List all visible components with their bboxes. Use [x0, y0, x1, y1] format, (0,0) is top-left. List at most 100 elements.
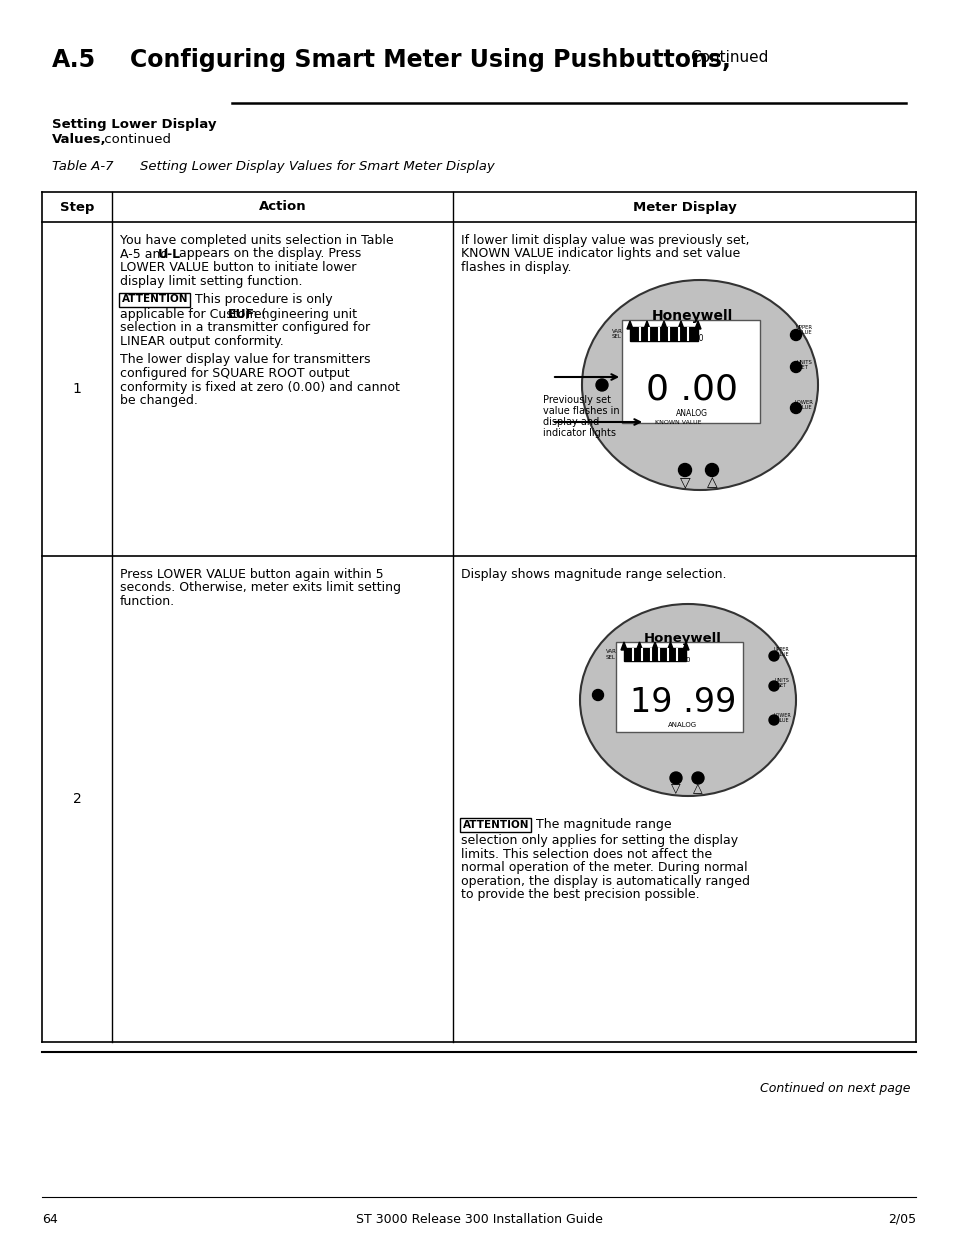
Text: Table A-7: Table A-7	[52, 161, 113, 173]
Text: conformity is fixed at zero (0.00) and cannot: conformity is fixed at zero (0.00) and c…	[120, 380, 399, 394]
Text: U-L: U-L	[157, 247, 180, 261]
Circle shape	[592, 689, 603, 700]
Text: If lower limit display value was previously set,: If lower limit display value was previou…	[460, 233, 749, 247]
Text: selection in a transmitter configured for: selection in a transmitter configured fo…	[120, 321, 370, 335]
Text: 0 .00: 0 .00	[645, 373, 738, 408]
Text: 0: 0	[623, 657, 628, 663]
Bar	[621, 320, 760, 424]
Circle shape	[790, 403, 801, 414]
Text: appears on the display. Press: appears on the display. Press	[174, 247, 361, 261]
Polygon shape	[667, 642, 673, 650]
Text: limits. This selection does not affect the: limits. This selection does not affect t…	[460, 847, 711, 861]
Text: Step: Step	[60, 200, 94, 214]
Text: normal operation of the meter. During normal: normal operation of the meter. During no…	[460, 861, 747, 874]
Text: indicator lights: indicator lights	[542, 429, 616, 438]
Text: Setting Lower Display Values for Smart Meter Display: Setting Lower Display Values for Smart M…	[140, 161, 495, 173]
Text: Honeywell: Honeywell	[651, 309, 732, 324]
Text: EUF: EUF	[228, 308, 254, 321]
Bar	[629, 327, 698, 341]
Circle shape	[669, 772, 681, 784]
Text: ▽: ▽	[679, 475, 690, 489]
Circle shape	[790, 362, 801, 373]
Text: function.: function.	[120, 595, 175, 608]
Text: VAR
SEL: VAR SEL	[605, 650, 616, 659]
Text: Action: Action	[258, 200, 306, 214]
Bar	[616, 642, 742, 732]
Text: ATTENTION: ATTENTION	[122, 294, 188, 305]
Text: selection only applies for setting the display: selection only applies for setting the d…	[460, 834, 738, 847]
Text: 100: 100	[677, 657, 690, 663]
Text: ▽: ▽	[671, 783, 680, 795]
Text: configured for SQUARE ROOT output: configured for SQUARE ROOT output	[120, 367, 349, 380]
Ellipse shape	[579, 604, 795, 797]
Text: value flashes in: value flashes in	[542, 406, 619, 416]
Text: Press LOWER VALUE button again within 5: Press LOWER VALUE button again within 5	[120, 568, 383, 580]
Polygon shape	[636, 642, 641, 650]
Circle shape	[678, 463, 691, 477]
Text: A.5: A.5	[52, 48, 96, 72]
Text: UNITS
SET: UNITS SET	[795, 359, 811, 370]
Circle shape	[705, 463, 718, 477]
Circle shape	[691, 772, 703, 784]
Text: 100: 100	[688, 333, 702, 343]
Text: ANALOG: ANALOG	[676, 409, 707, 417]
Text: KNOWN VALUE indicator lights and set value: KNOWN VALUE indicator lights and set val…	[460, 247, 740, 261]
Text: Continued on next page: Continued on next page	[760, 1082, 910, 1095]
Text: UPPER
VALUE: UPPER VALUE	[773, 647, 789, 657]
Text: Display shows magnitude range selection.: Display shows magnitude range selection.	[460, 568, 726, 580]
Text: Values,: Values,	[52, 133, 107, 146]
Text: flashes in display.: flashes in display.	[460, 261, 571, 274]
Text: 0: 0	[629, 333, 634, 343]
Text: applicable for Custom (: applicable for Custom (	[120, 308, 266, 321]
Text: seconds. Otherwise, meter exits limit setting: seconds. Otherwise, meter exits limit se…	[120, 582, 400, 594]
Text: The lower display value for transmitters: The lower display value for transmitters	[120, 353, 370, 367]
Polygon shape	[682, 642, 688, 650]
Text: LOWER
VALUE: LOWER VALUE	[794, 400, 813, 410]
Ellipse shape	[581, 280, 817, 490]
Text: %: %	[651, 657, 658, 663]
Text: operation, the display is automatically ranged: operation, the display is automatically …	[460, 874, 749, 888]
Polygon shape	[651, 642, 658, 650]
Text: △: △	[693, 783, 702, 795]
Text: Setting Lower Display: Setting Lower Display	[52, 119, 216, 131]
Text: %: %	[659, 333, 667, 343]
Text: Honeywell: Honeywell	[643, 632, 721, 645]
Text: to provide the best precision possible.: to provide the best precision possible.	[460, 888, 699, 902]
Text: VAR
SEL: VAR SEL	[611, 329, 621, 340]
Text: 1: 1	[72, 382, 81, 396]
Polygon shape	[643, 321, 649, 329]
Text: Continued: Continued	[689, 49, 767, 65]
Polygon shape	[660, 321, 666, 329]
Text: ATTENTION: ATTENTION	[462, 820, 529, 830]
Text: LINEAR output conformity.: LINEAR output conformity.	[120, 335, 283, 348]
Text: LOWER
VALUE: LOWER VALUE	[772, 713, 790, 724]
Text: The magnitude range: The magnitude range	[536, 818, 671, 831]
Text: KNOWN VALUE: KNOWN VALUE	[654, 420, 700, 426]
Text: UPPER
VALUE: UPPER VALUE	[795, 325, 812, 336]
Text: ST 3000 Release 300 Installation Guide: ST 3000 Release 300 Installation Guide	[355, 1213, 601, 1226]
Text: You have completed units selection in Table: You have completed units selection in Ta…	[120, 233, 394, 247]
Text: △: △	[706, 475, 717, 489]
Text: 64: 64	[42, 1213, 58, 1226]
Text: Configuring Smart Meter Using Pushbuttons,: Configuring Smart Meter Using Pushbutton…	[130, 48, 730, 72]
Text: UNITS
SET: UNITS SET	[774, 678, 789, 688]
Circle shape	[790, 330, 801, 341]
Text: Meter Display: Meter Display	[632, 200, 736, 214]
Circle shape	[768, 651, 779, 661]
Text: 2/05: 2/05	[887, 1213, 915, 1226]
Text: LOWER VALUE button to initiate lower: LOWER VALUE button to initiate lower	[120, 261, 356, 274]
Polygon shape	[678, 321, 683, 329]
Text: continued: continued	[100, 133, 171, 146]
Polygon shape	[620, 642, 626, 650]
Text: 19 .99: 19 .99	[629, 687, 736, 720]
Circle shape	[768, 715, 779, 725]
Circle shape	[768, 680, 779, 692]
Text: display and: display and	[542, 417, 598, 427]
Text: 2: 2	[72, 792, 81, 806]
Circle shape	[596, 379, 607, 391]
Polygon shape	[695, 321, 700, 329]
Text: A-5 and: A-5 and	[120, 247, 172, 261]
Bar	[623, 648, 685, 661]
Text: ANALOG: ANALOG	[668, 722, 697, 727]
Polygon shape	[626, 321, 633, 329]
